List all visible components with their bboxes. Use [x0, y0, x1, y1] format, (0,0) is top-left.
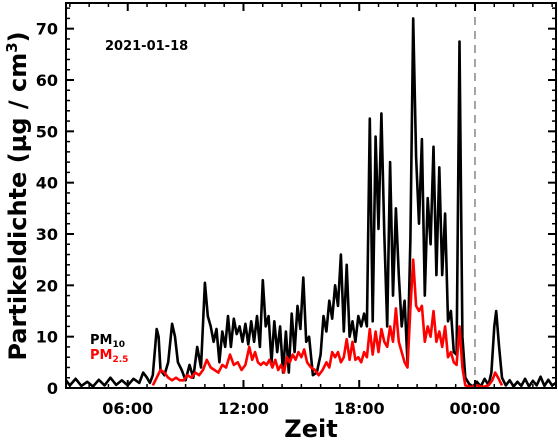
plot-frame: [65, 2, 557, 389]
y-tick-label: 70: [36, 20, 58, 39]
y-tick-label: 50: [36, 122, 58, 141]
date-label: 2021-01-18: [105, 39, 188, 54]
x-tick-label: 00:00: [450, 399, 501, 418]
x-tick-label: 18:00: [334, 399, 385, 418]
series-line-pm10: [64, 17, 557, 388]
y-tick-label: 20: [36, 276, 58, 295]
legend-entry-pm25: PM2.5: [90, 348, 128, 365]
y-tick-label: 10: [36, 328, 58, 347]
legend: PM10 PM2.5: [90, 333, 128, 365]
y-tick-label: 30: [36, 225, 58, 244]
x-axis-title: Zeit: [284, 415, 337, 441]
legend-entry-pm10: PM10: [90, 333, 125, 350]
x-tick-label: 12:00: [218, 399, 269, 418]
x-tick-label: 06:00: [102, 399, 153, 418]
y-tick-label: 0: [47, 379, 58, 398]
series-line-pm25: [151, 258, 504, 389]
y-tick-label: 60: [36, 71, 58, 90]
y-tick-label: 40: [36, 174, 58, 193]
y-axis-title: Partikeldichte (µg / cm3): [3, 31, 32, 360]
